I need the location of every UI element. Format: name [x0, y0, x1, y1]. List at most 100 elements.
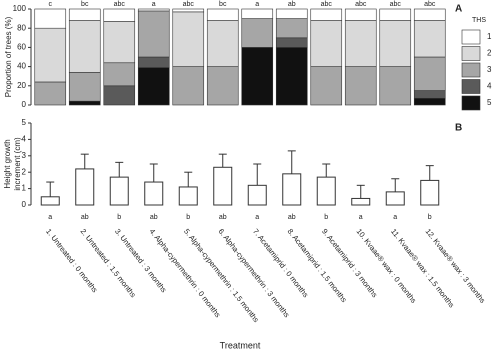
significance-letter: abc	[355, 1, 367, 8]
legend-label: 5	[487, 98, 492, 107]
bar-segment	[68, 100, 101, 106]
significance-letter: abc	[424, 1, 436, 8]
bar-segment	[172, 8, 205, 13]
y-tick-label: 2	[22, 167, 27, 176]
x-tick-label: 11. Kvaae® wax : 1.5 months	[389, 227, 456, 310]
bar-segment	[344, 66, 377, 106]
legend-title: THS	[472, 17, 486, 24]
significance-letter: a	[152, 1, 156, 8]
bar-segment	[310, 20, 343, 67]
x-tick-label: 12. Kvaae® wax : 3 months	[424, 227, 488, 305]
legend-label: 4	[487, 82, 492, 91]
significance-letter: bc	[81, 1, 89, 8]
bar-segment	[68, 72, 101, 102]
legend-label: 2	[487, 49, 492, 58]
legend-label: 3	[487, 65, 492, 74]
y-axis-title: increment (cm)	[13, 137, 22, 191]
bar	[40, 196, 60, 206]
significance-letter: b	[428, 214, 432, 221]
x-tick-label: 6. Alpha-cypermethrin : 3 months	[217, 227, 292, 319]
bar	[351, 197, 371, 206]
panel-label: B	[455, 123, 462, 134]
bar	[316, 176, 336, 206]
y-tick-label: 60	[17, 43, 26, 52]
bar	[213, 166, 233, 206]
panel-label: A	[455, 4, 462, 15]
bar-segment	[206, 8, 239, 21]
x-tick-label: 10. Kvaae® wax : 0 months	[355, 227, 419, 305]
bar-segment	[344, 20, 377, 67]
significance-letter: ab	[288, 1, 296, 8]
significance-letter: a	[255, 1, 259, 8]
bar-segment	[68, 20, 101, 73]
y-axis-title: Proportion of trees (%)	[4, 16, 13, 97]
significance-letter: b	[324, 214, 328, 221]
bar	[247, 184, 267, 206]
y-tick-label: 3	[22, 151, 27, 160]
legend-swatch	[461, 79, 481, 94]
bar-segment	[137, 8, 170, 12]
bar-segment	[275, 18, 308, 39]
significance-letter: ab	[81, 214, 89, 221]
bar-segment	[137, 56, 170, 68]
bar	[420, 179, 440, 206]
bar	[75, 168, 95, 206]
bar-segment	[379, 8, 412, 21]
bar-segment	[379, 20, 412, 67]
bar-segment	[68, 8, 101, 21]
bar-segment	[241, 8, 274, 19]
significance-letter: a	[359, 214, 363, 221]
x-tick-label: 8. Acetamiprid : 1.5 months	[286, 227, 349, 304]
bar-segment	[241, 47, 274, 106]
bar-segment	[103, 85, 136, 106]
significance-letter: a	[255, 214, 259, 221]
significance-letter: c	[49, 1, 53, 8]
bar-segment	[172, 11, 205, 67]
bar-segment	[275, 8, 308, 19]
y-tick-label: 1	[22, 184, 27, 193]
bar-segment	[275, 47, 308, 106]
significance-letter: abc	[390, 1, 402, 8]
y-tick-label: 5	[22, 118, 27, 127]
significance-letter: a	[48, 214, 52, 221]
legend-label: 1	[487, 32, 492, 41]
legend-swatch	[461, 46, 481, 61]
y-tick-label: 0	[22, 200, 27, 209]
y-tick-label: 0	[22, 100, 27, 109]
bar-segment	[103, 62, 136, 87]
significance-letter: b	[186, 214, 190, 221]
bar-segment	[103, 21, 136, 64]
x-axis-title: Treatment	[220, 340, 261, 350]
bar	[178, 186, 198, 206]
significance-letter: ab	[288, 214, 296, 221]
significance-letter: abc	[183, 1, 195, 8]
bar-segment	[206, 66, 239, 106]
bar	[282, 173, 302, 206]
bar-segment	[413, 56, 446, 91]
significance-letter: ab	[219, 214, 227, 221]
bar-segment	[413, 97, 446, 106]
significance-letter: b	[117, 214, 121, 221]
significance-letter: ab	[150, 214, 158, 221]
bar-segment	[344, 8, 377, 21]
bar-segment	[103, 8, 136, 22]
bar-segment	[34, 27, 67, 83]
y-tick-label: 40	[17, 62, 26, 71]
significance-letter: a	[393, 214, 397, 221]
y-tick-label: 100	[13, 4, 27, 13]
x-tick-label: 4. Alpha-cypermethrin : 0 months	[148, 227, 223, 319]
bar	[385, 191, 405, 206]
bar-segment	[34, 81, 67, 106]
bar-segment	[275, 37, 308, 48]
bar-segment	[413, 20, 446, 58]
bar-segment	[137, 10, 170, 58]
y-tick-label: 80	[17, 23, 26, 32]
y-tick-label: 4	[22, 135, 27, 144]
significance-letter: abc	[114, 1, 126, 8]
bar-segment	[310, 8, 343, 21]
legend-swatch	[461, 95, 481, 111]
bar	[144, 181, 164, 206]
bar-segment	[206, 20, 239, 67]
significance-letter: bc	[219, 1, 227, 8]
